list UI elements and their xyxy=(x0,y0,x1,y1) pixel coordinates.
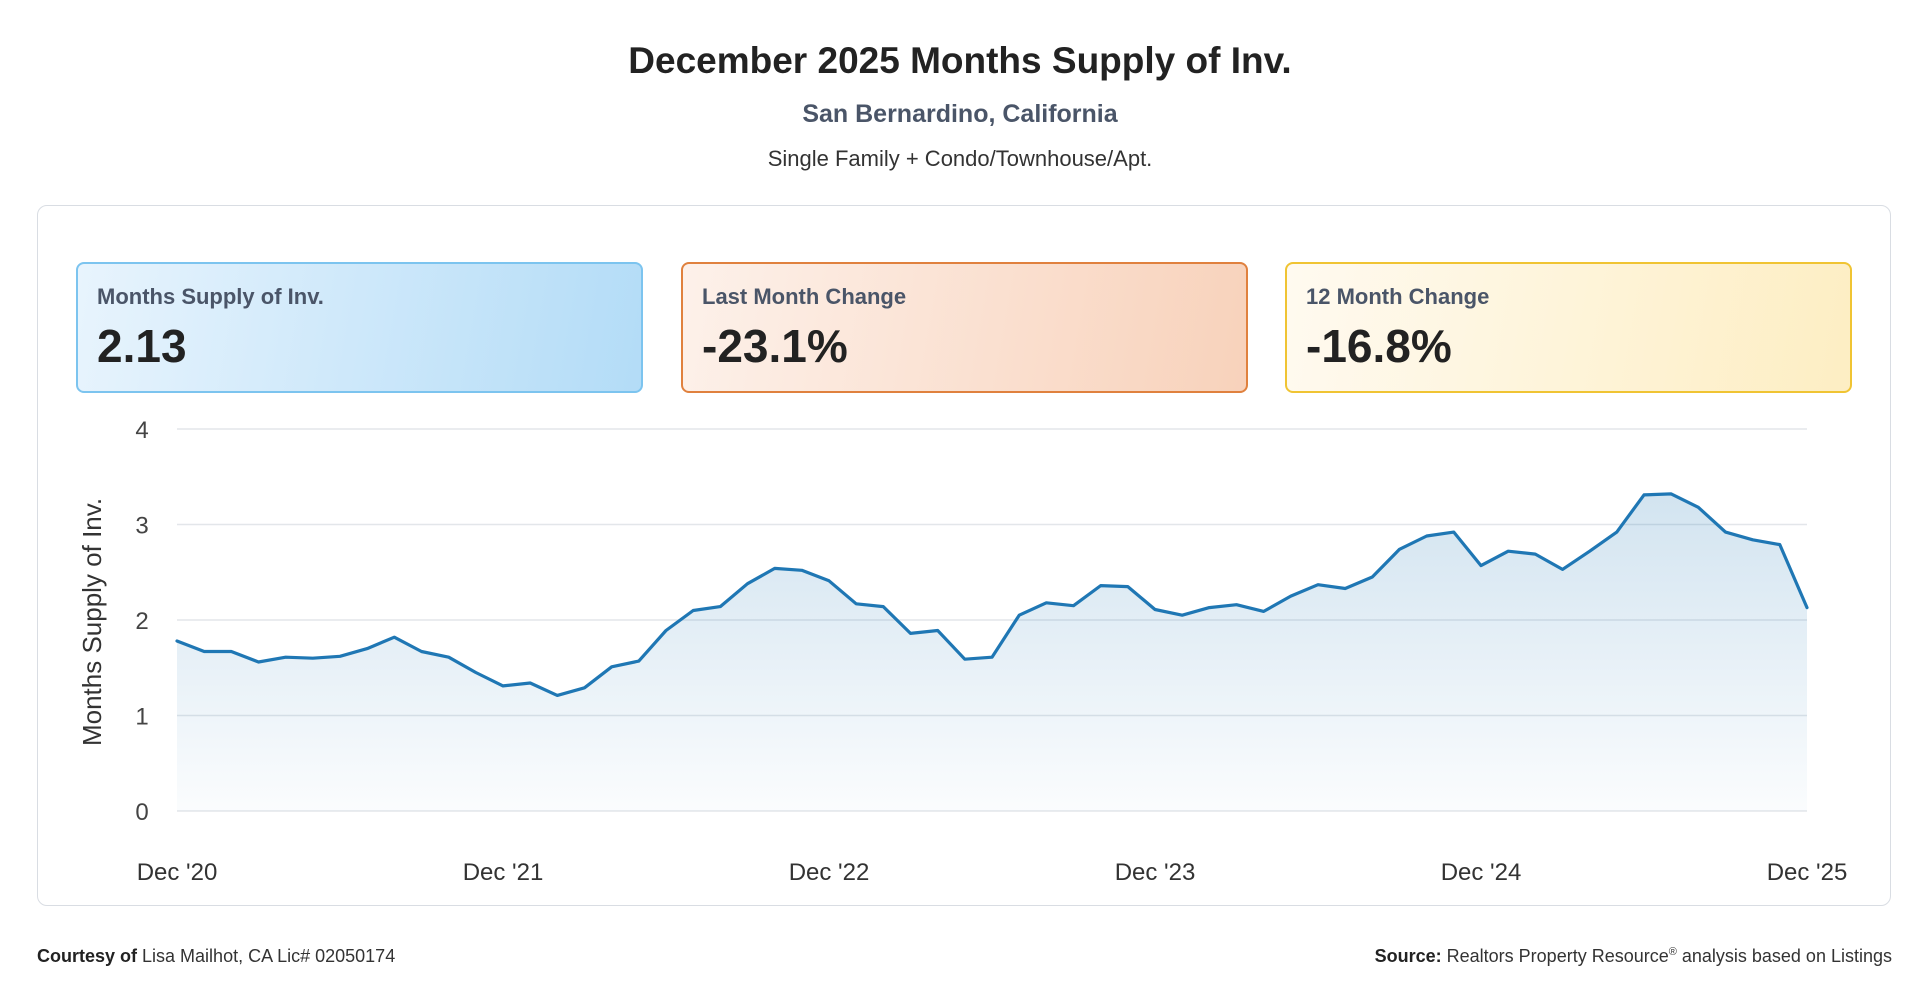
y-tick-label: 4 xyxy=(135,417,148,444)
x-tick-label: Dec '25 xyxy=(1767,859,1848,886)
source-text-continued: analysis based on Listings xyxy=(1681,946,1892,966)
source-text: Realtors Property Resource xyxy=(1446,946,1669,966)
x-tick-label: Dec '23 xyxy=(1115,859,1196,886)
x-tick-label: Dec '20 xyxy=(137,859,218,886)
x-tick-label: Dec '24 xyxy=(1441,859,1522,886)
location-subtitle: San Bernardino, California xyxy=(802,100,1118,128)
y-tick-label: 1 xyxy=(135,704,148,731)
chart-title: December 2025 Months Supply of Inv. xyxy=(628,40,1292,81)
courtesy-label: Courtesy of xyxy=(37,946,138,966)
y-tick-label: 3 xyxy=(135,513,148,540)
registered-mark: ® xyxy=(1668,946,1677,958)
stat-card-12-month-change: 12 Month Change -16.8% xyxy=(1285,262,1852,393)
y-axis-label: Months Supply of Inv. xyxy=(77,498,107,746)
stat-value: 2.13 xyxy=(97,320,187,372)
courtesy-text: Lisa Mailhot, CA Lic# 02050174 xyxy=(142,946,396,966)
series-area xyxy=(177,493,1807,811)
series-line xyxy=(175,492,1809,698)
x-tick-label: Dec '22 xyxy=(789,859,870,886)
y-tick-label: 2 xyxy=(135,608,148,635)
stat-label: 12 Month Change xyxy=(1306,284,1490,309)
x-tick-label: Dec '21 xyxy=(463,859,544,886)
source-credit: Source: Realtors Property Resource® anal… xyxy=(1375,946,1892,967)
property-types-subtitle: Single Family + Condo/Townhouse/Apt. xyxy=(767,146,1153,171)
stat-card-months-supply: Months Supply of Inv. 2.13 xyxy=(76,262,643,393)
y-tick-label: 0 xyxy=(135,799,148,826)
stat-value: -23.1% xyxy=(702,320,848,372)
stat-value: -16.8% xyxy=(1306,320,1452,372)
stat-label: Months Supply of Inv. xyxy=(97,284,324,309)
courtesy-credit: Courtesy of Lisa Mailhot, CA Lic# 020501… xyxy=(37,946,395,967)
source-label: Source: xyxy=(1374,946,1442,966)
stat-label: Last Month Change xyxy=(702,284,907,309)
stat-card-last-month-change: Last Month Change -23.1% xyxy=(681,262,1248,393)
